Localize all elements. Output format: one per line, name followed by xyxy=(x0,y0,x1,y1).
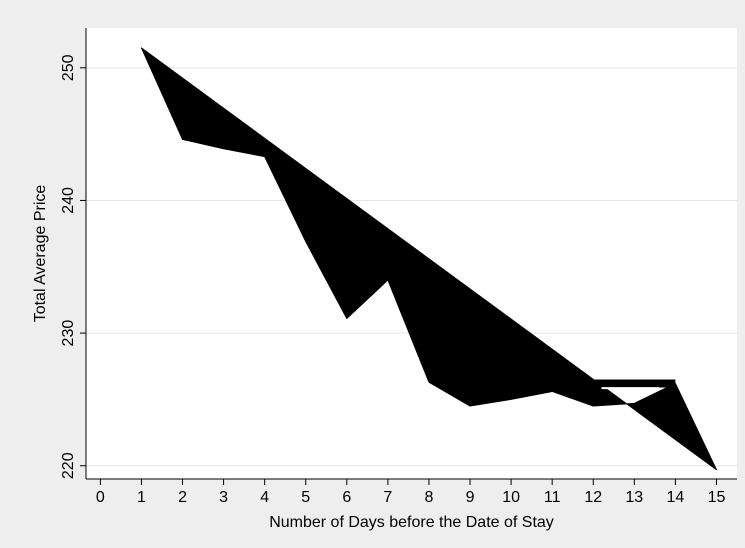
y-tick-label-250: 250 xyxy=(60,54,77,81)
x-tick-label-14: 14 xyxy=(666,489,684,506)
y-tick-label-240: 240 xyxy=(60,187,77,214)
x-tick-label-6: 6 xyxy=(342,489,351,506)
area-series-fill xyxy=(140,47,717,471)
x-tick-label-12: 12 xyxy=(584,489,602,506)
x-tick-label-5: 5 xyxy=(301,489,310,506)
x-tick-label-7: 7 xyxy=(383,489,392,506)
area-marks xyxy=(140,47,717,471)
x-axis-title: Number of Days before the Date of Stay xyxy=(269,514,554,531)
x-tick-label-0: 0 xyxy=(96,489,105,506)
x-tick-label-3: 3 xyxy=(219,489,228,506)
x-tick-label-10: 10 xyxy=(502,489,520,506)
x-tick-label-11: 11 xyxy=(544,489,561,506)
x-tick-label-2: 2 xyxy=(178,489,187,506)
x-tick-label-13: 13 xyxy=(625,489,643,506)
x-tick-label-15: 15 xyxy=(708,489,726,506)
x-tick-label-9: 9 xyxy=(466,489,475,506)
x-tick-label-1: 1 xyxy=(137,489,146,506)
y-tick-label-220: 220 xyxy=(60,452,77,479)
x-tick-label-4: 4 xyxy=(260,489,269,506)
y-tick-label-230: 230 xyxy=(60,320,77,347)
x-tick-label-8: 8 xyxy=(425,489,434,506)
y-axis-title: Total Average Price xyxy=(32,185,49,323)
